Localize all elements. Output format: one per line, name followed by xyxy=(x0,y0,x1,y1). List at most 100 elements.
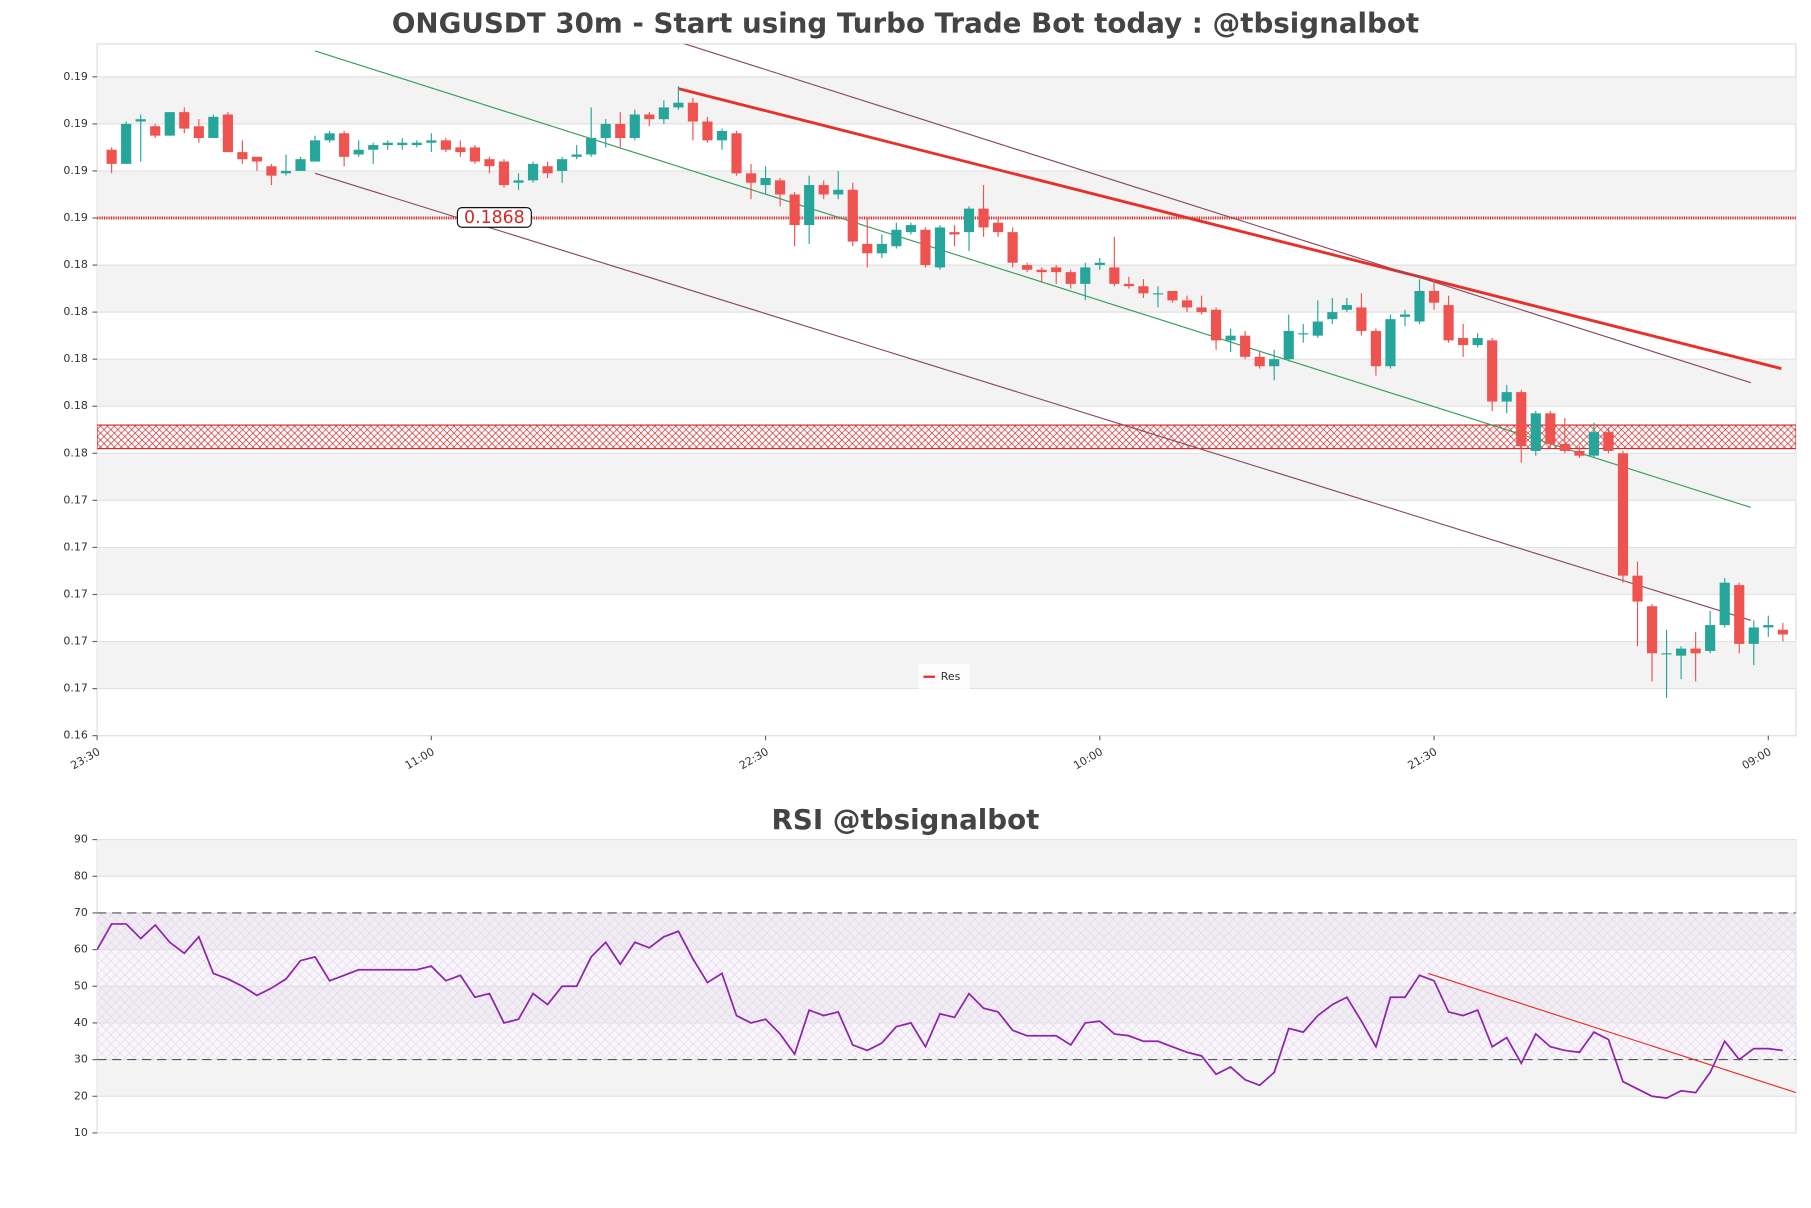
main-marks xyxy=(97,43,1796,699)
candle-body xyxy=(455,147,466,153)
trend-line xyxy=(1428,972,1796,1094)
x-tick-label: 10:00 xyxy=(1071,745,1105,772)
y-tick-label: 0.18 xyxy=(63,305,87,318)
candle-body xyxy=(1196,307,1207,313)
candle-body xyxy=(353,149,364,155)
candle-body xyxy=(208,116,219,139)
y-tick-label: 0.16 xyxy=(63,729,87,742)
y-tick-label: 0.19 xyxy=(63,164,87,177)
candle-body xyxy=(716,130,728,141)
y-tick-label: 0.18 xyxy=(63,446,87,459)
candle-body xyxy=(644,114,655,120)
candle-body xyxy=(833,189,844,195)
candle-body xyxy=(1414,290,1425,322)
grid-band xyxy=(97,170,1796,219)
candle-body xyxy=(615,123,626,139)
y-tick-label: 70 xyxy=(74,906,88,919)
grid-band xyxy=(97,76,1796,124)
candle-body xyxy=(600,123,611,139)
x-tick-label: 23:30 xyxy=(69,745,103,772)
candle-body xyxy=(993,222,1004,233)
candle-body xyxy=(339,133,350,157)
candle-body xyxy=(1574,450,1585,456)
candle-body xyxy=(1487,340,1498,402)
candle-body xyxy=(1763,625,1774,628)
y-tick-label: 30 xyxy=(74,1053,88,1066)
candle-body xyxy=(164,112,175,136)
candle-body xyxy=(382,142,393,146)
candle-body xyxy=(1646,606,1658,654)
candle-body xyxy=(179,112,190,129)
candle-body xyxy=(1545,413,1556,444)
candle-body xyxy=(949,232,960,235)
candle-body xyxy=(498,161,510,186)
y-tick-label: 0.17 xyxy=(63,682,87,695)
grid-band xyxy=(97,359,1796,407)
candle-body xyxy=(222,114,233,153)
grid-band xyxy=(97,839,1796,877)
candle-body xyxy=(1225,335,1236,341)
candle-body xyxy=(658,107,669,120)
grid-band xyxy=(97,453,1796,501)
zone xyxy=(97,424,1796,450)
candle-body xyxy=(1603,432,1614,451)
y-tick-label: 0.17 xyxy=(63,540,87,553)
candle-body xyxy=(1138,286,1149,294)
candle-body xyxy=(1588,432,1599,456)
y-tick-label: 0.18 xyxy=(63,258,87,271)
candle-body xyxy=(687,102,698,122)
level-label-box xyxy=(456,207,532,228)
candle-body xyxy=(731,133,742,174)
grid-band xyxy=(97,1059,1796,1097)
candle-body xyxy=(1501,392,1512,402)
candle-body xyxy=(1705,625,1716,651)
candle-body xyxy=(513,180,524,183)
x-tick-label: 09:00 xyxy=(1740,745,1774,772)
candle-body xyxy=(1109,267,1120,284)
chart-title: ONGUSDT 30m - Start using Turbo Trade Bo… xyxy=(392,6,1419,39)
candle-body xyxy=(1051,267,1062,273)
y-tick-label: 0.19 xyxy=(63,117,87,130)
y-tick-label: 20 xyxy=(74,1089,88,1102)
candle-body xyxy=(934,227,946,268)
candle-body xyxy=(251,156,263,162)
candle-body xyxy=(1676,648,1687,656)
candle-body xyxy=(1341,305,1352,310)
candle-body xyxy=(1065,272,1076,284)
rsi-band xyxy=(97,912,1796,1060)
candle-body xyxy=(673,102,684,108)
candle-body xyxy=(1283,330,1294,360)
candle-body xyxy=(1356,307,1367,331)
candle-body xyxy=(818,185,829,195)
candle-body xyxy=(702,121,713,141)
x-tick-label: 11:00 xyxy=(403,745,437,772)
trend-line xyxy=(678,87,1782,370)
candle-body xyxy=(440,140,451,150)
candle-body xyxy=(1167,290,1178,301)
candle-body xyxy=(1094,262,1105,266)
candle-body xyxy=(775,180,786,195)
y-tick-label: 10 xyxy=(74,1126,88,1139)
candle-body xyxy=(368,145,379,150)
candle-body xyxy=(1254,356,1265,367)
candle-body xyxy=(411,142,422,146)
candle-body xyxy=(847,189,858,242)
x-tick-label: 21:30 xyxy=(1405,745,1439,772)
grid-band xyxy=(97,265,1796,313)
candle-body xyxy=(1269,359,1280,367)
candle-body xyxy=(266,166,277,176)
candle-body xyxy=(150,126,161,136)
rsi-title: RSI @tbsignalbot xyxy=(772,803,1040,836)
candle-body xyxy=(789,194,800,226)
y-tick-label: 60 xyxy=(74,943,88,956)
candle-body xyxy=(1399,314,1411,317)
candle-body xyxy=(1080,267,1091,284)
candle-body xyxy=(891,229,902,247)
candle-body xyxy=(1530,413,1541,451)
candle-body xyxy=(1559,443,1570,451)
y-tick-label: 0.17 xyxy=(63,587,87,600)
y-tick-label: 0.18 xyxy=(63,352,87,365)
trend-line xyxy=(682,43,1752,384)
legend-label: Res xyxy=(941,670,961,683)
trend-line xyxy=(314,172,1752,621)
